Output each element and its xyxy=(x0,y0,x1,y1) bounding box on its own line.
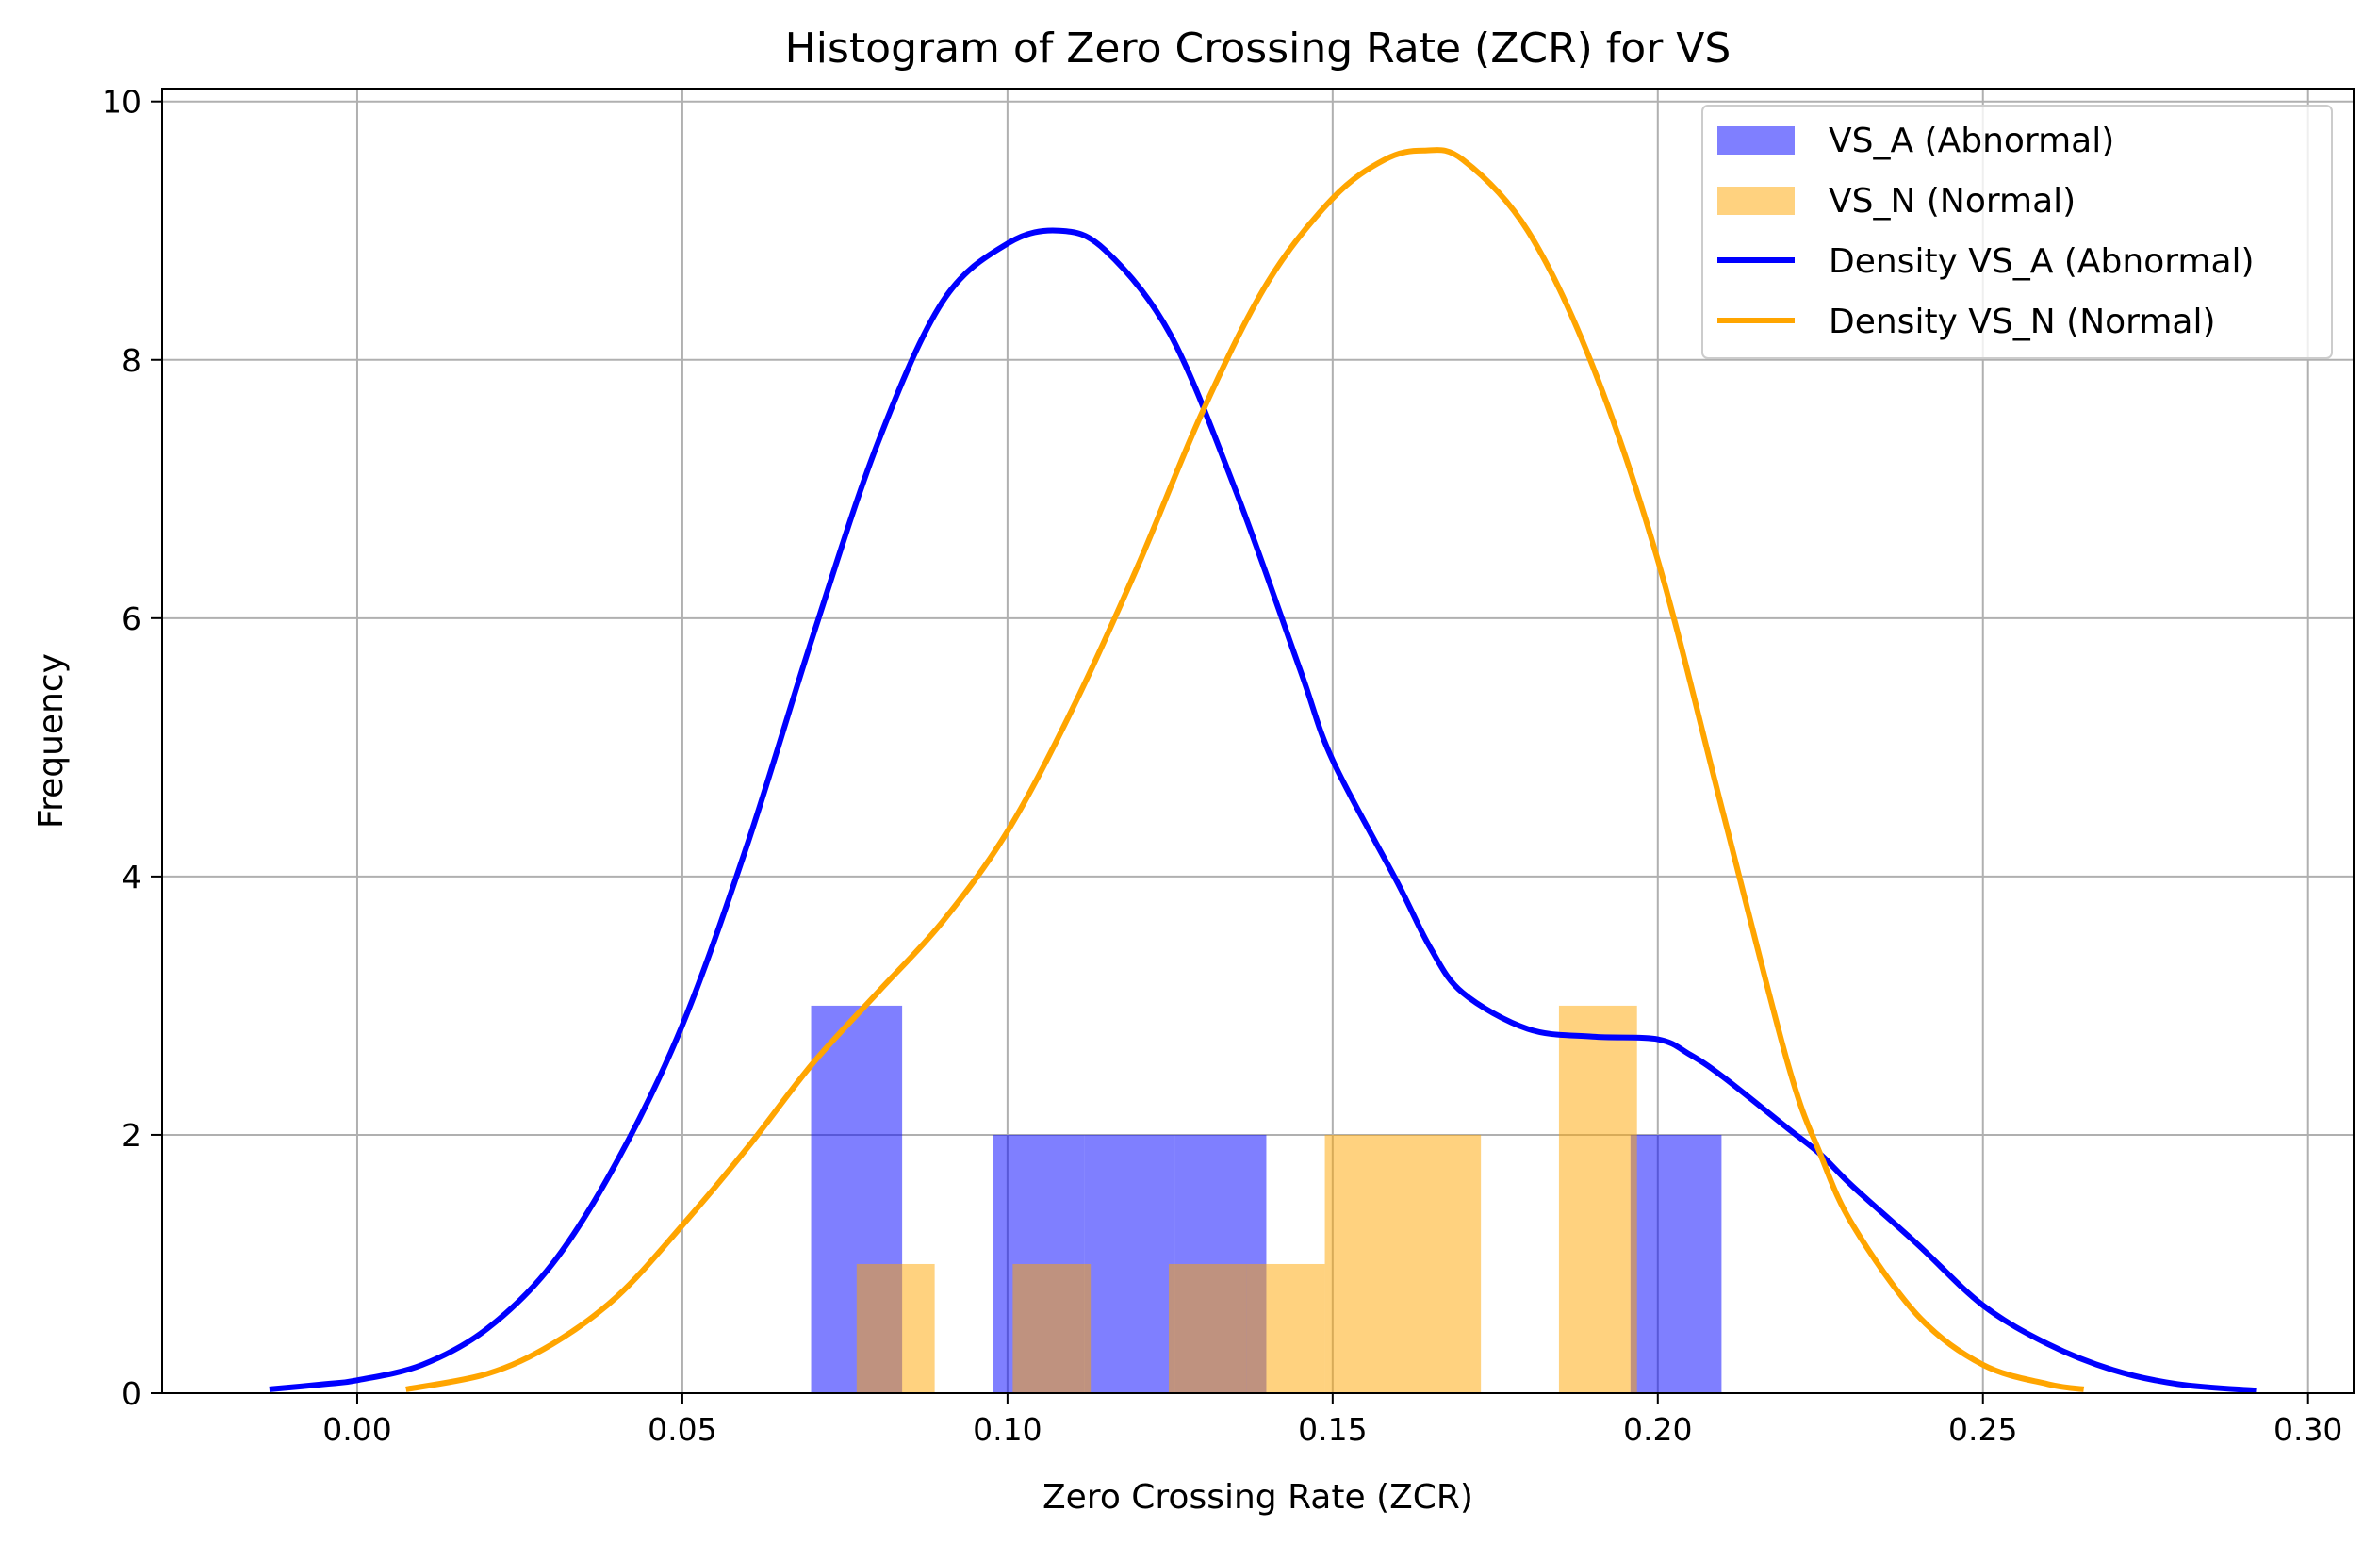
x-tick-label-3: 0.15 xyxy=(1298,1411,1367,1448)
x-tick-label-0: 0.00 xyxy=(322,1411,391,1448)
plot-frame xyxy=(161,88,2355,1394)
x-axis-label: Zero Crossing Rate (ZCR) xyxy=(1042,1478,1473,1517)
legend-swatch-1 xyxy=(1717,187,1795,215)
histogram-bar-1-1 xyxy=(1012,1263,1092,1393)
x-tick-label-1: 0.05 xyxy=(648,1411,716,1448)
axis-ticks: 0.00 0.05 0.10 0.15 0.20 0.25 0.30 0 2 4 6 8 10 xyxy=(102,84,2342,1448)
histogram-bar-0-2 xyxy=(1084,1134,1175,1393)
histogram-bars xyxy=(811,1005,1722,1393)
y-tick-label-5: 10 xyxy=(102,84,141,121)
legend-label-3: Density VS_N (Normal) xyxy=(1829,303,2216,341)
legend-label-1: VS_N (Normal) xyxy=(1829,182,2076,221)
y-tick-label-1: 2 xyxy=(122,1117,141,1154)
density-line-1 xyxy=(405,147,2085,1392)
x-tick-label-6: 0.30 xyxy=(2273,1411,2342,1448)
density-line-0 xyxy=(269,227,2257,1394)
x-tick-label-4: 0.20 xyxy=(1623,1411,1692,1448)
histogram-bar-1-2 xyxy=(1168,1263,1247,1393)
density-lines xyxy=(269,147,2257,1394)
y-axis-label: Frequency xyxy=(32,653,71,829)
x-tick-label-5: 0.25 xyxy=(1948,1411,2017,1448)
legend-label-2: Density VS_A (Abnormal) xyxy=(1829,242,2255,281)
y-tick-label-0: 0 xyxy=(122,1375,141,1412)
legend-label-0: VS_A (Abnormal) xyxy=(1829,122,2114,160)
chart-title: Histogram of Zero Crossing Rate (ZCR) fo… xyxy=(785,25,1732,73)
legend: VS_A (Abnormal) VS_N (Normal) Density VS_A… xyxy=(1701,105,2333,359)
legend-box xyxy=(1701,105,2333,359)
histogram-bar-0-4 xyxy=(1630,1134,1722,1393)
histogram-bar-1-4 xyxy=(1324,1134,1403,1393)
x-tick-label-2: 0.10 xyxy=(973,1411,1042,1448)
histogram-bar-1-0 xyxy=(856,1263,935,1393)
histogram-bar-1-5 xyxy=(1403,1134,1482,1393)
legend-swatch-0 xyxy=(1717,126,1795,155)
histogram-bar-1-3 xyxy=(1246,1263,1325,1393)
y-tick-label-3: 6 xyxy=(122,600,141,637)
y-tick-label-4: 8 xyxy=(122,342,141,379)
y-tick-label-2: 4 xyxy=(122,859,141,895)
histogram-bar-1-6 xyxy=(1558,1005,1637,1393)
